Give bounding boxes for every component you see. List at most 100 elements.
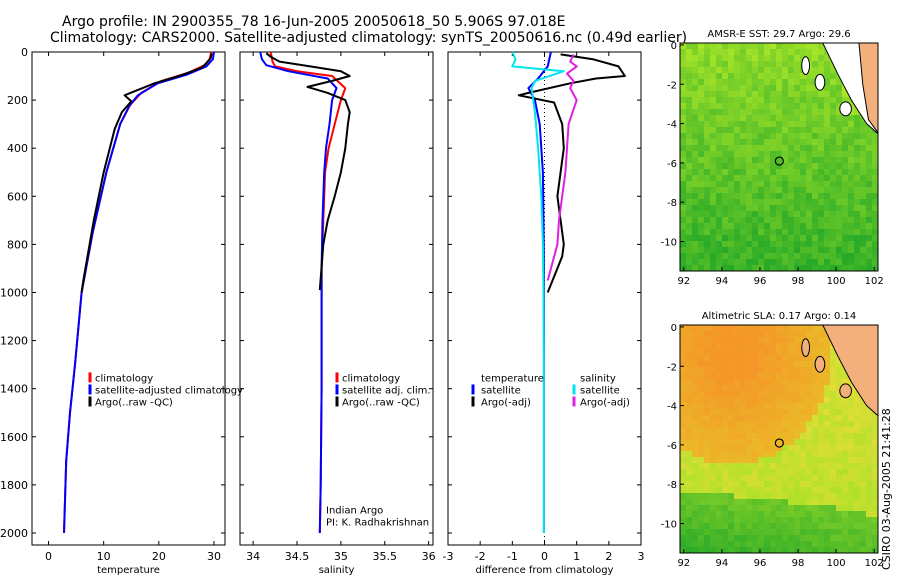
map-cell [692, 421, 698, 427]
map-cell [716, 121, 722, 127]
map-cell [806, 229, 812, 235]
map-cell [794, 97, 800, 103]
map-cell [686, 103, 692, 109]
map-cell [866, 223, 872, 229]
map-cell [722, 67, 728, 73]
map-cell [794, 547, 800, 553]
legend-entry: satellite adj. clim. [342, 385, 431, 396]
map-cell [710, 421, 716, 427]
map-cell [842, 97, 848, 103]
map-cell [716, 265, 722, 271]
map-cell [848, 415, 854, 421]
map-cell [728, 259, 734, 265]
map-cell [824, 379, 830, 385]
map-cell [782, 241, 788, 247]
map-cell [770, 445, 776, 451]
map-cell [800, 199, 806, 205]
map-cell [830, 229, 836, 235]
map-cell [800, 367, 806, 373]
map-cell [782, 265, 788, 271]
map-cell [758, 535, 764, 541]
map-cell [788, 91, 794, 97]
map-cell [752, 463, 758, 469]
map-cell [692, 403, 698, 409]
map-cell [734, 469, 740, 475]
map-cell [776, 481, 782, 487]
map-cell [860, 481, 866, 487]
map-cell [704, 79, 710, 85]
map-cell [680, 463, 686, 469]
map-cell [872, 463, 878, 469]
map-cell [788, 235, 794, 241]
map-cell [818, 427, 824, 433]
map-cell [746, 241, 752, 247]
map-cell [704, 109, 710, 115]
map-cell [764, 91, 770, 97]
map-cell [806, 43, 812, 49]
map-cell [698, 493, 704, 499]
map-cell [836, 91, 842, 97]
map-cell [764, 85, 770, 91]
map-cell [836, 109, 842, 115]
map-cell [698, 121, 704, 127]
map-cell [824, 85, 830, 91]
map-cell [686, 529, 692, 535]
map-cell [698, 139, 704, 145]
map-cell [680, 163, 686, 169]
map-cell [848, 409, 854, 415]
map-cell [824, 343, 830, 349]
map-cell [710, 463, 716, 469]
map-cell [776, 385, 782, 391]
map-cell [686, 205, 692, 211]
series-line-1-2 [265, 52, 351, 291]
map-cell [686, 265, 692, 271]
map-cell [758, 379, 764, 385]
map-cell [794, 325, 800, 331]
map-cell [782, 451, 788, 457]
map-cell [758, 481, 764, 487]
map-cell [788, 373, 794, 379]
map-cell [752, 481, 758, 487]
map-cell [734, 49, 740, 55]
map-cell [848, 265, 854, 271]
map-cell [794, 355, 800, 361]
map-cell [830, 535, 836, 541]
map-cell [770, 505, 776, 511]
map-cell [818, 181, 824, 187]
map-cell [866, 151, 872, 157]
map-cell [692, 175, 698, 181]
map-cell [716, 85, 722, 91]
map-cell [818, 49, 824, 55]
map-cell [722, 49, 728, 55]
map-cell [776, 133, 782, 139]
map-cell [770, 163, 776, 169]
map-cell [692, 385, 698, 391]
map-cell [776, 73, 782, 79]
map-cell [824, 97, 830, 103]
map-cell [722, 139, 728, 145]
map-cell [866, 511, 872, 517]
map-cell [746, 415, 752, 421]
map-cell [800, 55, 806, 61]
map-cell [716, 247, 722, 253]
map-cell [686, 523, 692, 529]
map-cell [752, 451, 758, 457]
map-cell [734, 211, 740, 217]
map-cell [680, 409, 686, 415]
map-cell [872, 475, 878, 481]
map-cell [698, 475, 704, 481]
map-cell [710, 457, 716, 463]
map-cell [758, 109, 764, 115]
map-cell [740, 385, 746, 391]
map-cell [698, 373, 704, 379]
map-cell [680, 331, 686, 337]
map-cell [818, 433, 824, 439]
map-cell [740, 151, 746, 157]
map-cell [734, 187, 740, 193]
map-cell [716, 403, 722, 409]
map-cell [788, 109, 794, 115]
map-cell [788, 181, 794, 187]
map-cell [842, 439, 848, 445]
map-cell [710, 133, 716, 139]
map-cell [794, 55, 800, 61]
